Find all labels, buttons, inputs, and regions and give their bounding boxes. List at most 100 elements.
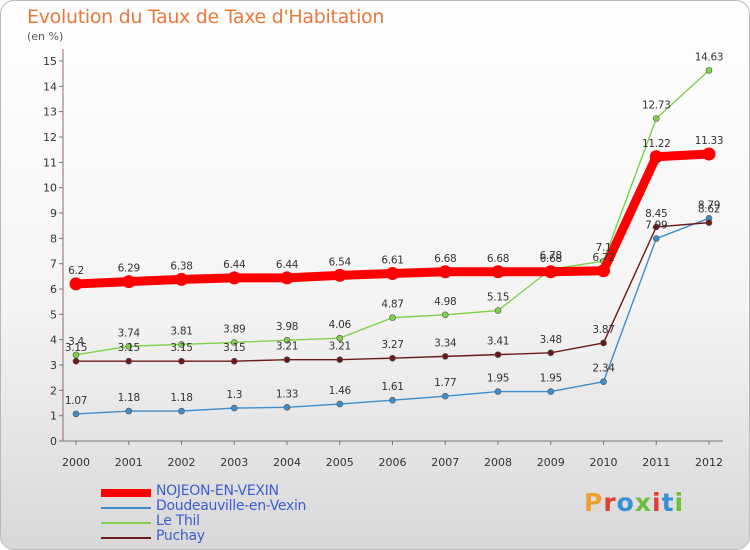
data-point: [336, 400, 344, 408]
data-point: [649, 150, 663, 164]
data-label: 3.89: [223, 323, 245, 335]
data-point: [178, 407, 185, 415]
data-label: 1.18: [170, 392, 192, 404]
data-label: 3.15: [223, 342, 245, 354]
logo-letter: i: [674, 488, 685, 517]
data-label: 5.15: [487, 292, 509, 304]
legend-swatch: [101, 489, 151, 497]
data-label: 3.87: [592, 324, 614, 336]
x-tick-label: 2004: [273, 456, 301, 469]
data-point: [441, 392, 449, 400]
data-label: 3.81: [170, 325, 192, 337]
y-tick-label: 1: [50, 410, 57, 423]
data-label: 1.77: [434, 377, 456, 389]
data-point: [333, 268, 347, 282]
data-point: [230, 357, 238, 365]
data-label: 2.34: [592, 363, 615, 375]
data-point: [230, 404, 238, 412]
data-label: 6.44: [223, 259, 246, 271]
legend-label: Puchay: [156, 528, 205, 544]
data-point: [336, 334, 344, 342]
data-point: [494, 307, 502, 314]
data-point: [283, 356, 291, 363]
chart-unit-label: (en %): [27, 30, 64, 43]
proxiti-logo: Proxiti: [584, 488, 684, 517]
data-point: [178, 357, 185, 365]
data-label: 6.54: [329, 256, 352, 268]
data-label: 4.87: [381, 299, 403, 311]
data-label: 6.38: [170, 260, 192, 272]
y-tick-label: 3: [50, 359, 57, 372]
data-label: 6.78: [540, 250, 562, 262]
data-label: 1.07: [65, 395, 87, 407]
data-label: 3.34: [434, 337, 457, 349]
data-point: [652, 115, 660, 122]
data-label: 1.18: [118, 392, 140, 404]
data-label: 8.45: [645, 208, 667, 220]
data-label: 6.72: [592, 252, 614, 264]
x-tick-label: 2011: [642, 456, 670, 469]
data-point: [69, 277, 83, 291]
data-point: [705, 219, 713, 226]
data-label: 8.62: [698, 204, 720, 216]
x-tick-label: 2012: [695, 456, 723, 469]
x-tick-label: 2009: [537, 456, 565, 469]
data-point: [705, 67, 713, 74]
x-tick-label: 2010: [590, 456, 618, 469]
logo-letter: o: [616, 488, 635, 517]
data-point: [652, 223, 660, 231]
data-point: [389, 396, 396, 404]
y-tick-label: 8: [50, 232, 57, 245]
data-label: 1.33: [276, 388, 298, 400]
logo-letter: t: [661, 488, 675, 517]
data-label: 1.46: [329, 385, 352, 397]
data-point: [389, 314, 396, 321]
y-tick-label: 11: [43, 156, 57, 169]
y-tick-label: 2: [50, 384, 57, 397]
y-tick-label: 7: [50, 258, 57, 271]
data-point: [494, 388, 502, 395]
data-label: 3.4: [68, 336, 84, 348]
data-point: [125, 407, 133, 415]
data-point: [283, 336, 291, 344]
data-point: [125, 342, 133, 350]
data-point: [336, 356, 344, 363]
legend-label: Le Thil: [156, 513, 200, 529]
data-label: 3.21: [276, 341, 298, 353]
data-label: 3.21: [329, 341, 351, 353]
data-label: 1.95: [487, 373, 509, 385]
data-label: 11.33: [695, 135, 724, 147]
data-label: 6.68: [540, 253, 562, 265]
data-label: 1.3: [226, 389, 242, 401]
data-label: 3.74: [118, 327, 141, 339]
data-label: 3.48: [540, 334, 562, 346]
logo-letter: x: [634, 488, 652, 517]
data-label: 1.61: [381, 381, 403, 393]
data-label: 6.68: [487, 253, 509, 265]
data-label: 3.15: [118, 342, 140, 354]
x-tick-label: 2005: [326, 456, 354, 469]
x-tick-label: 2000: [62, 456, 90, 469]
data-point: [597, 264, 610, 278]
data-point: [438, 265, 452, 279]
data-label: 12.73: [642, 100, 671, 112]
series-line-2: [75, 69, 710, 356]
x-tick-label: 2006: [379, 456, 407, 469]
data-label: 3.27: [381, 339, 403, 351]
y-tick-label: 9: [50, 207, 57, 220]
data-point: [175, 272, 188, 286]
data-label: 6.61: [381, 255, 403, 267]
data-label: 6.68: [434, 253, 456, 265]
data-point: [389, 354, 396, 362]
data-label: 1.95: [540, 373, 562, 385]
logo-letter: i: [652, 488, 662, 517]
data-point: [227, 271, 241, 285]
x-tick-label: 2007: [431, 456, 459, 469]
logo-letter: P: [584, 488, 604, 517]
data-point: [125, 357, 133, 365]
legend-swatch: [101, 507, 151, 509]
data-point: [494, 351, 502, 358]
data-point: [386, 267, 399, 281]
